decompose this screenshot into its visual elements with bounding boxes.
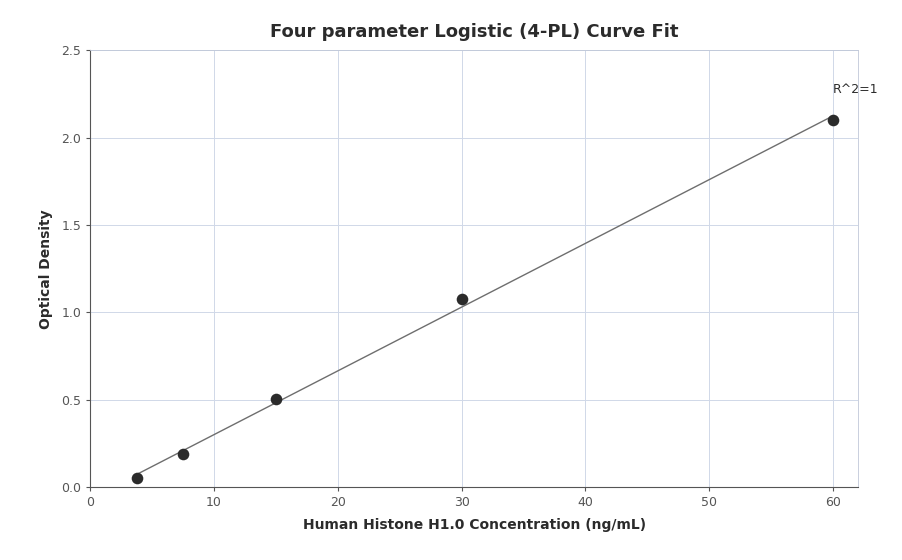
Title: Four parameter Logistic (4-PL) Curve Fit: Four parameter Logistic (4-PL) Curve Fit: [270, 22, 677, 40]
Y-axis label: Optical Density: Optical Density: [39, 209, 53, 329]
Point: [129, 474, 143, 483]
Point: [825, 116, 840, 125]
Point: [176, 450, 190, 459]
Point: [269, 395, 283, 404]
X-axis label: Human Histone H1.0 Concentration (ng/mL): Human Histone H1.0 Concentration (ng/mL): [302, 517, 645, 531]
Point: [454, 294, 468, 303]
Text: R^2=1: R^2=1: [833, 83, 878, 96]
